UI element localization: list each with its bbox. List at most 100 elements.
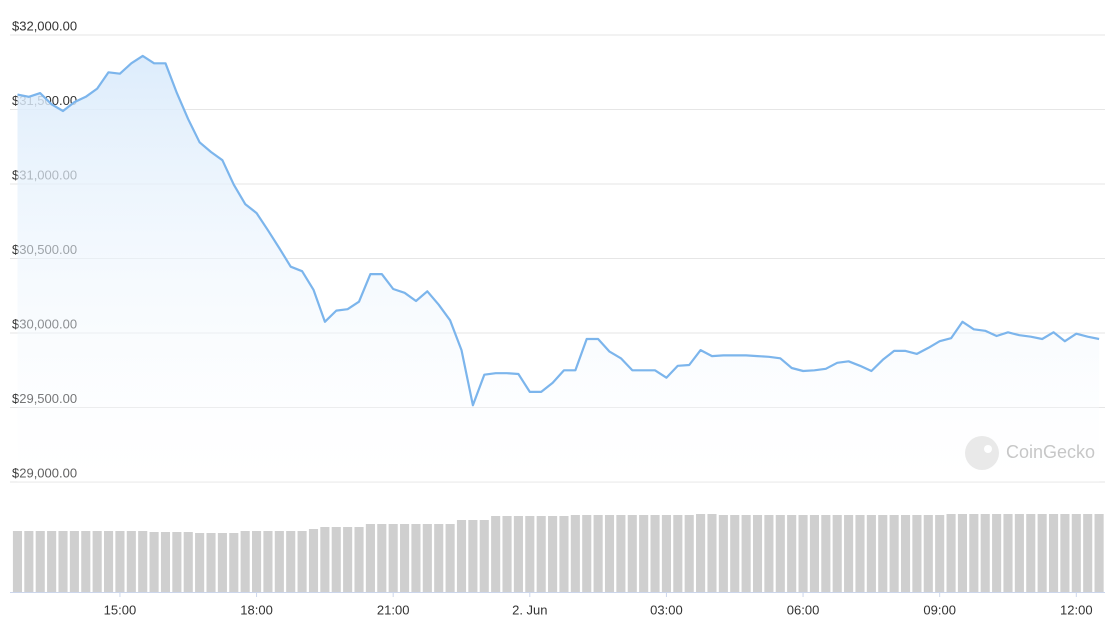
volume-bar [217, 533, 227, 592]
volume-bar [809, 515, 819, 592]
volume-bar [445, 524, 455, 592]
volume-bar [286, 531, 296, 592]
volume-bar [308, 529, 319, 592]
x-tick-label: 18:00 [240, 602, 273, 617]
price-area [17, 55, 1100, 483]
volume-bar [718, 515, 728, 592]
volume-bar [752, 515, 763, 592]
volume-bar [798, 515, 808, 592]
volume-bar [354, 527, 364, 592]
volume-bar [47, 531, 57, 592]
volume-bar [377, 524, 387, 592]
volume-bar [103, 531, 114, 592]
volume-bar [206, 533, 216, 592]
x-tick-label: 12:00 [1060, 602, 1093, 617]
volume-bar [115, 531, 125, 592]
volume-bar [935, 515, 945, 592]
volume-bar [229, 533, 239, 592]
volume-bar [627, 515, 637, 592]
volume-bar [126, 531, 136, 592]
watermark-text: CoinGecko [1006, 442, 1095, 462]
volume-bar [138, 531, 148, 592]
volume-bar [1026, 514, 1036, 592]
volume-bar [263, 531, 273, 592]
volume-bar [1014, 514, 1024, 592]
volume-bar [252, 531, 262, 592]
x-tick-label: 15:00 [104, 602, 137, 617]
volume-bar [616, 515, 626, 592]
volume-bar [741, 515, 751, 592]
volume-bar [195, 533, 205, 592]
volume-bar [422, 524, 432, 592]
price-line [17, 54, 1100, 407]
watermark-logo-eye [984, 445, 992, 453]
x-tick-label: 21:00 [377, 602, 410, 617]
volume-bar [1037, 514, 1047, 592]
volume-bar [855, 515, 865, 592]
volume-bar [297, 531, 307, 592]
volume-bar [992, 514, 1002, 592]
volume-bar [456, 520, 467, 592]
volume-bar [1094, 514, 1104, 592]
volume-bar [1083, 514, 1093, 592]
x-tick-label: 03:00 [650, 602, 683, 617]
x-tick-label: 06:00 [787, 602, 820, 617]
x-tick-label: 2. Jun [512, 602, 547, 617]
volume-bar [479, 520, 489, 592]
volume-bar [92, 531, 102, 592]
volume-bar [696, 514, 706, 592]
volume-bar [1060, 514, 1070, 592]
volume-bar [821, 515, 831, 592]
volume-bar [878, 515, 888, 592]
volume-bar [593, 515, 603, 592]
volume-bar [400, 524, 410, 592]
volume-bar [35, 531, 45, 592]
volume-bar [707, 514, 717, 592]
volume-bar [502, 516, 512, 592]
volume-bar [536, 516, 546, 592]
volume-bar [787, 515, 797, 592]
volume-bar [58, 531, 68, 592]
volume-bar [570, 515, 580, 592]
volume-bar [434, 524, 444, 592]
volume-bar [775, 515, 785, 592]
volume-bar [491, 516, 501, 592]
volume-bar [149, 532, 159, 592]
volume-bar [650, 515, 660, 592]
volume-bar [582, 515, 592, 592]
volume-bar [764, 515, 774, 592]
volume-bar [946, 514, 956, 592]
volume-bar [1071, 514, 1081, 592]
x-tick-label: 09:00 [923, 602, 956, 617]
volume-bar [411, 524, 421, 592]
volume-bar [673, 515, 683, 592]
volume-bar [912, 515, 922, 592]
volume-bar [661, 515, 671, 592]
volume-bar [331, 527, 341, 592]
volume-bar [172, 532, 182, 592]
volume-bar [320, 527, 330, 592]
volume-bar [900, 515, 911, 592]
volume-bar [866, 515, 876, 592]
volume-bar [388, 524, 398, 592]
watermark: CoinGecko [965, 436, 1095, 470]
y-tick-label: $32,000.00 [12, 18, 77, 33]
volume-bar [730, 515, 740, 592]
volume-bar [957, 514, 968, 592]
volume-bar [274, 531, 284, 592]
volume-bar [69, 531, 79, 592]
volume-bar [24, 531, 34, 592]
volume-bar [365, 524, 375, 592]
volume-bar [639, 515, 649, 592]
volume-bar [525, 516, 535, 592]
volume-bar [160, 532, 171, 592]
volume-bar [12, 531, 23, 592]
volume-bar [889, 515, 899, 592]
volume-bar [240, 531, 250, 592]
volume-bar [1003, 514, 1013, 592]
volume-bar [81, 531, 91, 592]
volume-bar [548, 516, 558, 592]
volume-bar [1048, 514, 1059, 592]
volume-bar [844, 515, 854, 592]
